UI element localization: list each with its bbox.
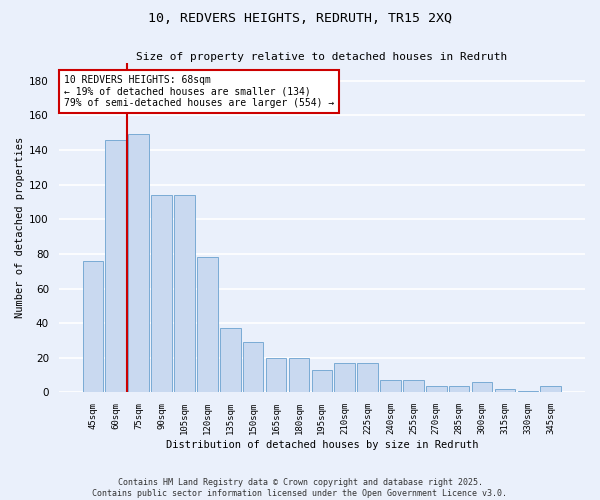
Bar bbox=[266, 358, 286, 392]
Text: 10 REDVERS HEIGHTS: 68sqm
← 19% of detached houses are smaller (134)
79% of semi: 10 REDVERS HEIGHTS: 68sqm ← 19% of detac… bbox=[64, 75, 334, 108]
Bar bbox=[128, 134, 149, 392]
Bar bbox=[426, 386, 446, 392]
Bar bbox=[518, 390, 538, 392]
Bar bbox=[472, 382, 493, 392]
Bar bbox=[197, 258, 218, 392]
Bar bbox=[220, 328, 241, 392]
Bar bbox=[541, 386, 561, 392]
Bar bbox=[403, 380, 424, 392]
Bar bbox=[380, 380, 401, 392]
Text: 10, REDVERS HEIGHTS, REDRUTH, TR15 2XQ: 10, REDVERS HEIGHTS, REDRUTH, TR15 2XQ bbox=[148, 12, 452, 26]
Bar bbox=[334, 363, 355, 392]
Title: Size of property relative to detached houses in Redruth: Size of property relative to detached ho… bbox=[136, 52, 508, 62]
Bar bbox=[358, 363, 378, 392]
Bar bbox=[174, 195, 195, 392]
Bar bbox=[243, 342, 263, 392]
Text: Contains HM Land Registry data © Crown copyright and database right 2025.
Contai: Contains HM Land Registry data © Crown c… bbox=[92, 478, 508, 498]
X-axis label: Distribution of detached houses by size in Redruth: Distribution of detached houses by size … bbox=[166, 440, 478, 450]
Bar bbox=[106, 140, 126, 392]
Bar bbox=[289, 358, 309, 392]
Bar bbox=[151, 195, 172, 392]
Bar bbox=[494, 389, 515, 392]
Bar bbox=[311, 370, 332, 392]
Bar bbox=[83, 261, 103, 392]
Y-axis label: Number of detached properties: Number of detached properties bbox=[15, 137, 25, 318]
Bar bbox=[449, 386, 469, 392]
